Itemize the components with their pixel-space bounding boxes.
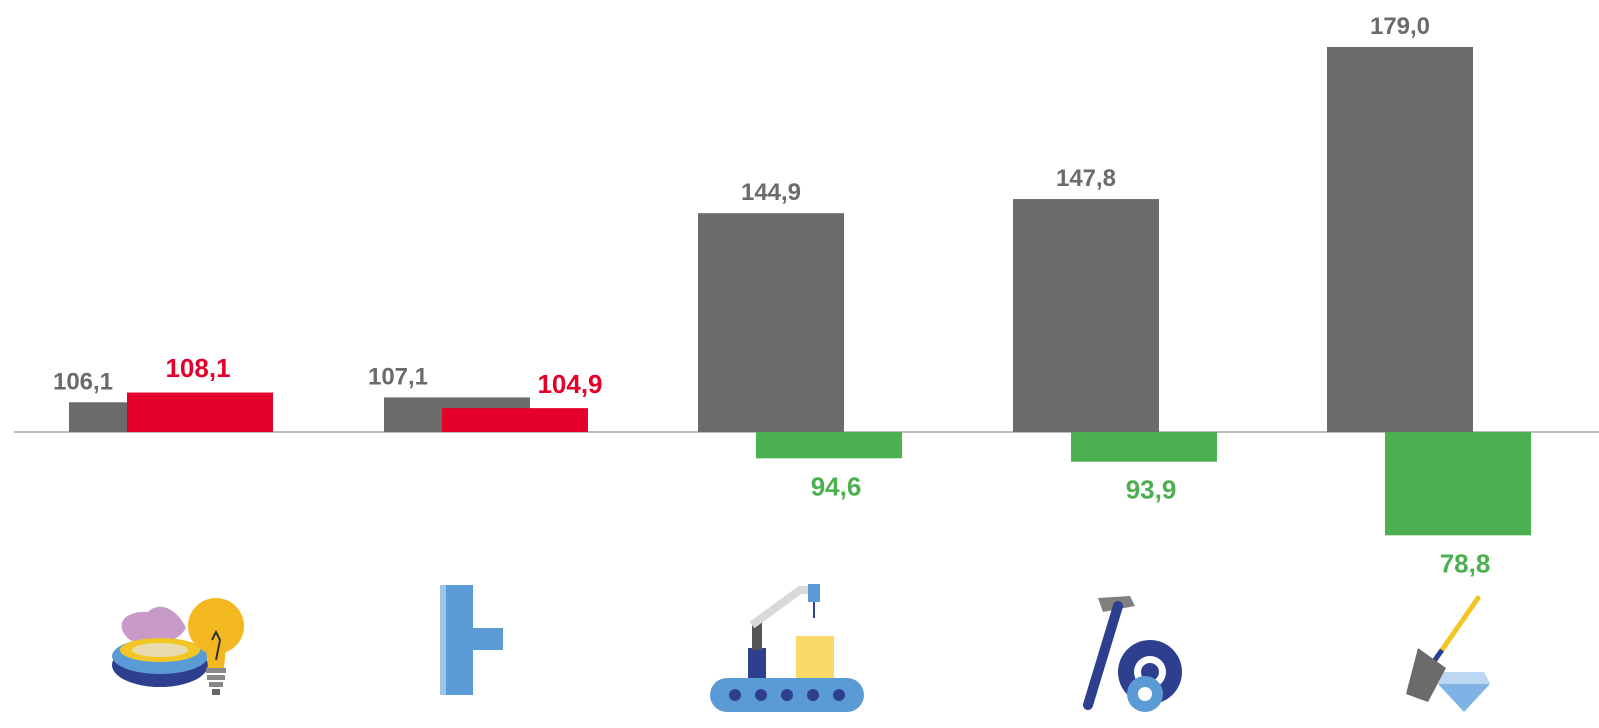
data-label-series2-5: 78,8 bbox=[1440, 548, 1491, 578]
data-label-series2-2: 104,9 bbox=[537, 369, 602, 399]
data-label-series2-3: 94,6 bbox=[811, 471, 862, 501]
bar-series2-1 bbox=[127, 392, 273, 432]
data-label-series1-2: 107,1 bbox=[368, 363, 428, 390]
bar-series2-5 bbox=[1385, 432, 1531, 536]
bar-series1-4 bbox=[1013, 199, 1159, 432]
bar-series1-5 bbox=[1327, 47, 1473, 432]
bar-series2-2 bbox=[442, 408, 588, 432]
data-label-series1-3: 144,9 bbox=[741, 179, 801, 206]
data-label-series1-4: 147,8 bbox=[1056, 165, 1116, 192]
bar-series1-3 bbox=[698, 213, 844, 432]
data-label-series2-1: 108,1 bbox=[165, 353, 230, 383]
data-label-series2-4: 93,9 bbox=[1126, 475, 1177, 505]
data-label-series1-1: 106,1 bbox=[53, 368, 113, 395]
bar-series2-4 bbox=[1071, 432, 1217, 462]
bar-series2-3 bbox=[756, 432, 902, 459]
data-label-series1-5: 179,0 bbox=[1370, 13, 1430, 40]
